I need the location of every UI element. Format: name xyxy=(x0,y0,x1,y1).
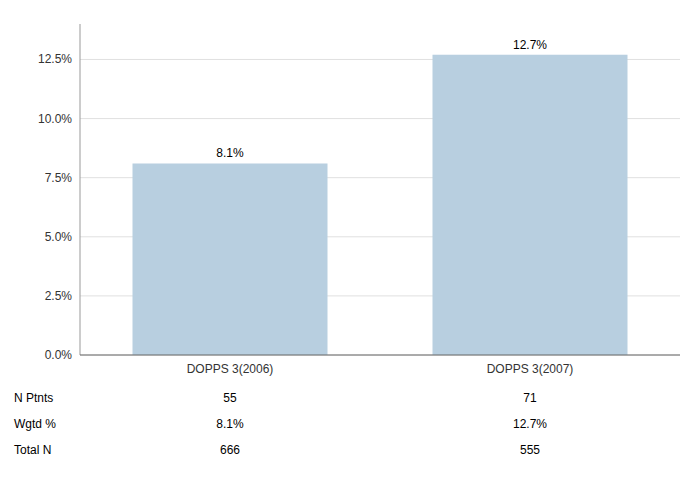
y-tick-label: 7.5% xyxy=(45,171,73,185)
table-cell: 71 xyxy=(523,391,537,405)
y-axis-line xyxy=(80,24,81,355)
bar xyxy=(433,55,628,355)
data-label: 12.7% xyxy=(513,38,547,52)
y-tick-label: 12.5% xyxy=(38,52,72,66)
table-row-label: N Ptnts xyxy=(14,391,53,405)
x-axis-line xyxy=(80,355,680,356)
table-cell: 12.7% xyxy=(513,417,547,431)
chart: 0.0% 2.5% 5.0% 7.5% 10.0% 12.5% 8.1% 12.7% DOPPS… xyxy=(0,0,700,500)
table-cell: 555 xyxy=(520,443,540,457)
y-tick-label: 5.0% xyxy=(45,230,73,244)
table-cell: 666 xyxy=(220,443,240,457)
x-tick-label: DOPPS 3(2007) xyxy=(487,362,574,376)
page: {"chart_data": {"type": "bar", "categori… xyxy=(0,0,700,500)
table-cell: 55 xyxy=(223,391,237,405)
chart-container: 0.0% 2.5% 5.0% 7.5% 10.0% 12.5% 8.1% 12.7% DOPPS… xyxy=(0,0,700,500)
table-row-label: Total N xyxy=(14,443,51,457)
x-tick-label: DOPPS 3(2006) xyxy=(187,362,274,376)
table: N Ptnts 55 71 Wgtd % 8.1% 12.7% Total N 666 555 xyxy=(14,391,547,457)
y-tick-label: 0.0% xyxy=(45,348,73,362)
y-tick-label: 10.0% xyxy=(38,112,72,126)
y-tick-label: 2.5% xyxy=(45,289,73,303)
grid-line xyxy=(80,355,680,356)
table-row-label: Wgtd % xyxy=(14,417,56,431)
bar xyxy=(133,163,328,355)
table-cell: 8.1% xyxy=(216,417,244,431)
bars xyxy=(133,55,628,355)
data-label: 8.1% xyxy=(216,146,244,160)
